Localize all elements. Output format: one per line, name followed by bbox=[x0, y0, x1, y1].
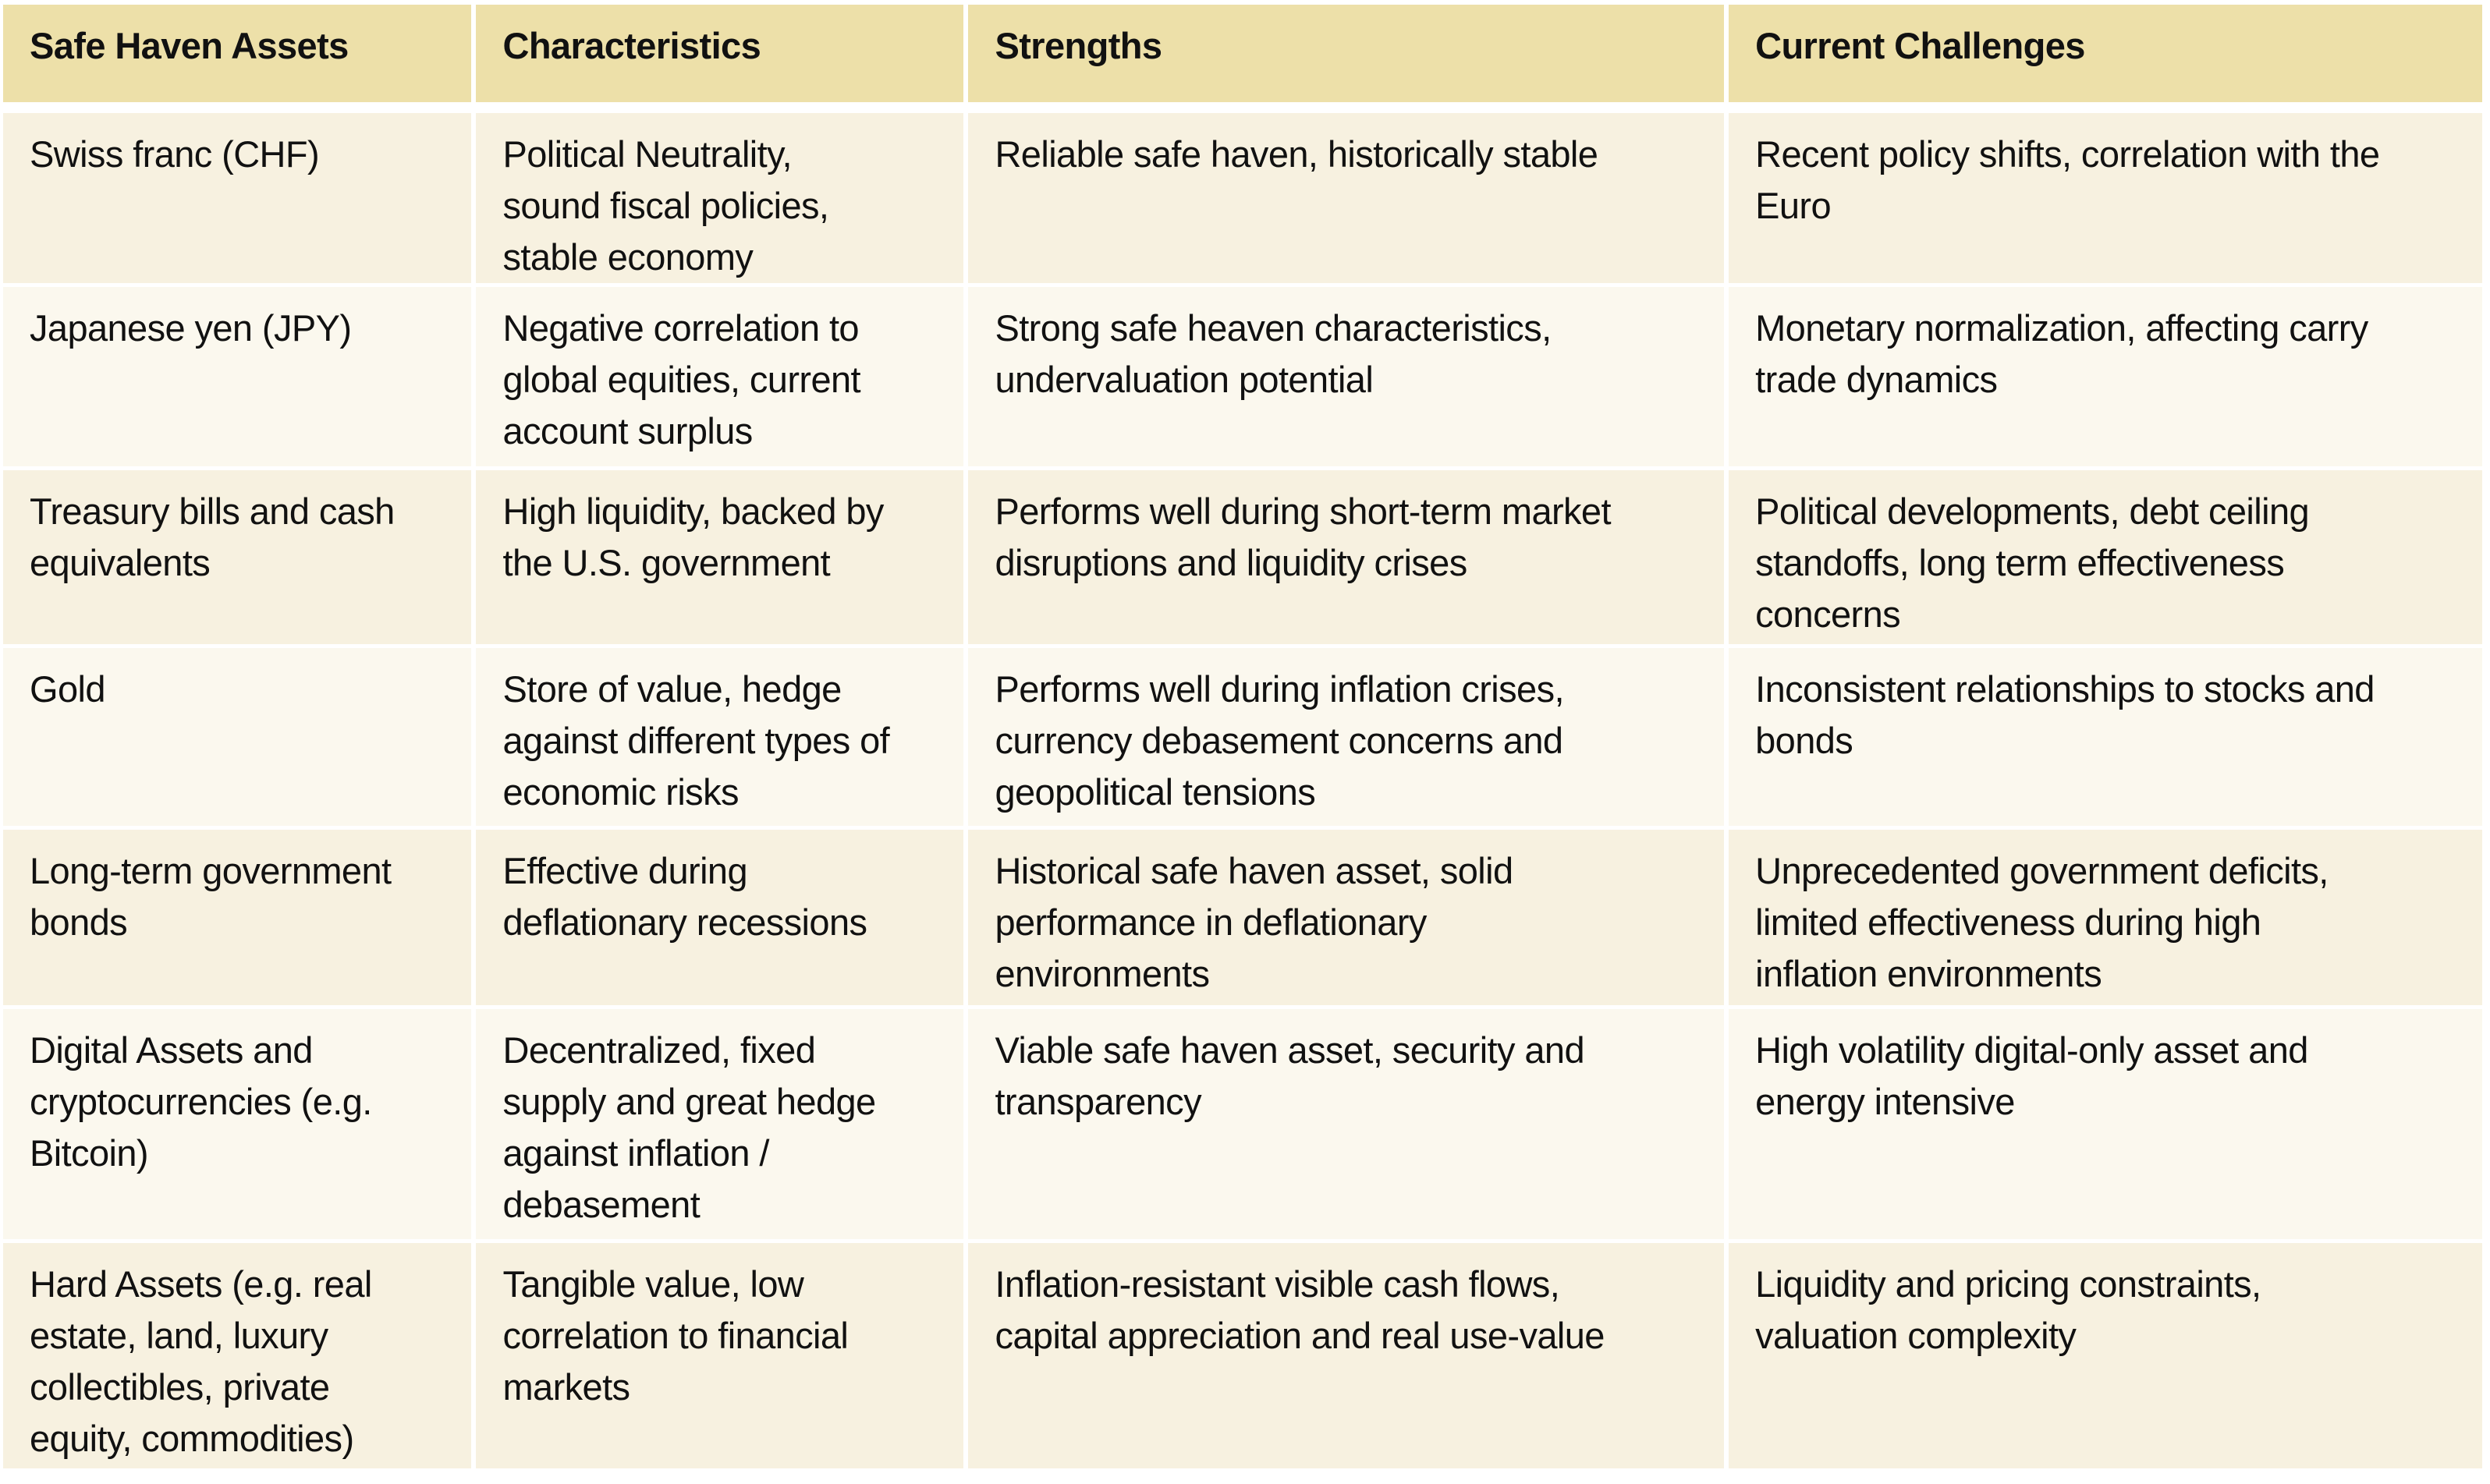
header-characteristics: Characteristics bbox=[476, 5, 964, 113]
cell-asset: Treasury bills and cash equivalents bbox=[3, 470, 472, 648]
table-row: Long-term government bonds Effective duri… bbox=[3, 830, 2482, 1009]
cell-strengths: Inflation-resistant visible cash flows, … bbox=[968, 1243, 1725, 1472]
header-row: Safe Haven Assets Characteristics Streng… bbox=[3, 5, 2482, 113]
cell-characteristics: Negative correlation to global equities,… bbox=[476, 287, 964, 470]
cell-challenges: Unprecedented government deficits, limit… bbox=[1729, 830, 2482, 1009]
cell-strengths: Reliable safe haven, historically stable bbox=[968, 113, 1725, 287]
cell-characteristics: Political Neutrality, sound fiscal polic… bbox=[476, 113, 964, 287]
cell-asset: Gold bbox=[3, 648, 472, 830]
table-row: Swiss franc (CHF) Political Neutrality, s… bbox=[3, 113, 2482, 287]
cell-strengths: Strong safe heaven characteristics, unde… bbox=[968, 287, 1725, 470]
cell-strengths: Viable safe haven asset, security and tr… bbox=[968, 1009, 1725, 1243]
cell-asset: Digital Assets and cryptocurrencies (e.g… bbox=[3, 1009, 472, 1243]
cell-strengths: Performs well during short-term market d… bbox=[968, 470, 1725, 648]
table-row: Hard Assets (e.g. real estate, land, lux… bbox=[3, 1243, 2482, 1472]
cell-strengths: Historical safe haven asset, solid perfo… bbox=[968, 830, 1725, 1009]
header-safe-haven-assets: Safe Haven Assets bbox=[3, 5, 472, 113]
cell-characteristics: High liquidity, backed by the U.S. gover… bbox=[476, 470, 964, 648]
cell-asset: Long-term government bonds bbox=[3, 830, 472, 1009]
cell-asset: Hard Assets (e.g. real estate, land, lux… bbox=[3, 1243, 472, 1472]
cell-challenges: Liquidity and pricing constraints, valua… bbox=[1729, 1243, 2482, 1472]
header-strengths: Strengths bbox=[968, 5, 1725, 113]
safe-haven-assets-table: Safe Haven Assets Characteristics Streng… bbox=[0, 5, 2487, 1472]
table-row: Treasury bills and cash equivalents High … bbox=[3, 470, 2482, 648]
cell-characteristics: Tangible value, low correlation to finan… bbox=[476, 1243, 964, 1472]
cell-strengths: Performs well during inflation crises, c… bbox=[968, 648, 1725, 830]
cell-characteristics: Decentralized, fixed supply and great he… bbox=[476, 1009, 964, 1243]
table-row: Japanese yen (JPY) Negative correlation t… bbox=[3, 287, 2482, 470]
cell-asset: Swiss franc (CHF) bbox=[3, 113, 472, 287]
cell-challenges: High volatility digital-only asset and e… bbox=[1729, 1009, 2482, 1243]
cell-challenges: Inconsistent relationships to stocks and… bbox=[1729, 648, 2482, 830]
cell-asset: Japanese yen (JPY) bbox=[3, 287, 472, 470]
header-current-challenges: Current Challenges bbox=[1729, 5, 2482, 113]
cell-challenges: Recent policy shifts, correlation with t… bbox=[1729, 113, 2482, 287]
cell-characteristics: Store of value, hedge against different … bbox=[476, 648, 964, 830]
cell-challenges: Political developments, debt ceiling sta… bbox=[1729, 470, 2482, 648]
table-row: Digital Assets and cryptocurrencies (e.g… bbox=[3, 1009, 2482, 1243]
table-row: Gold Store of value, hedge against differ… bbox=[3, 648, 2482, 830]
cell-characteristics: Effective during deflationary recessions bbox=[476, 830, 964, 1009]
cell-challenges: Monetary normalization, affecting carry … bbox=[1729, 287, 2482, 470]
